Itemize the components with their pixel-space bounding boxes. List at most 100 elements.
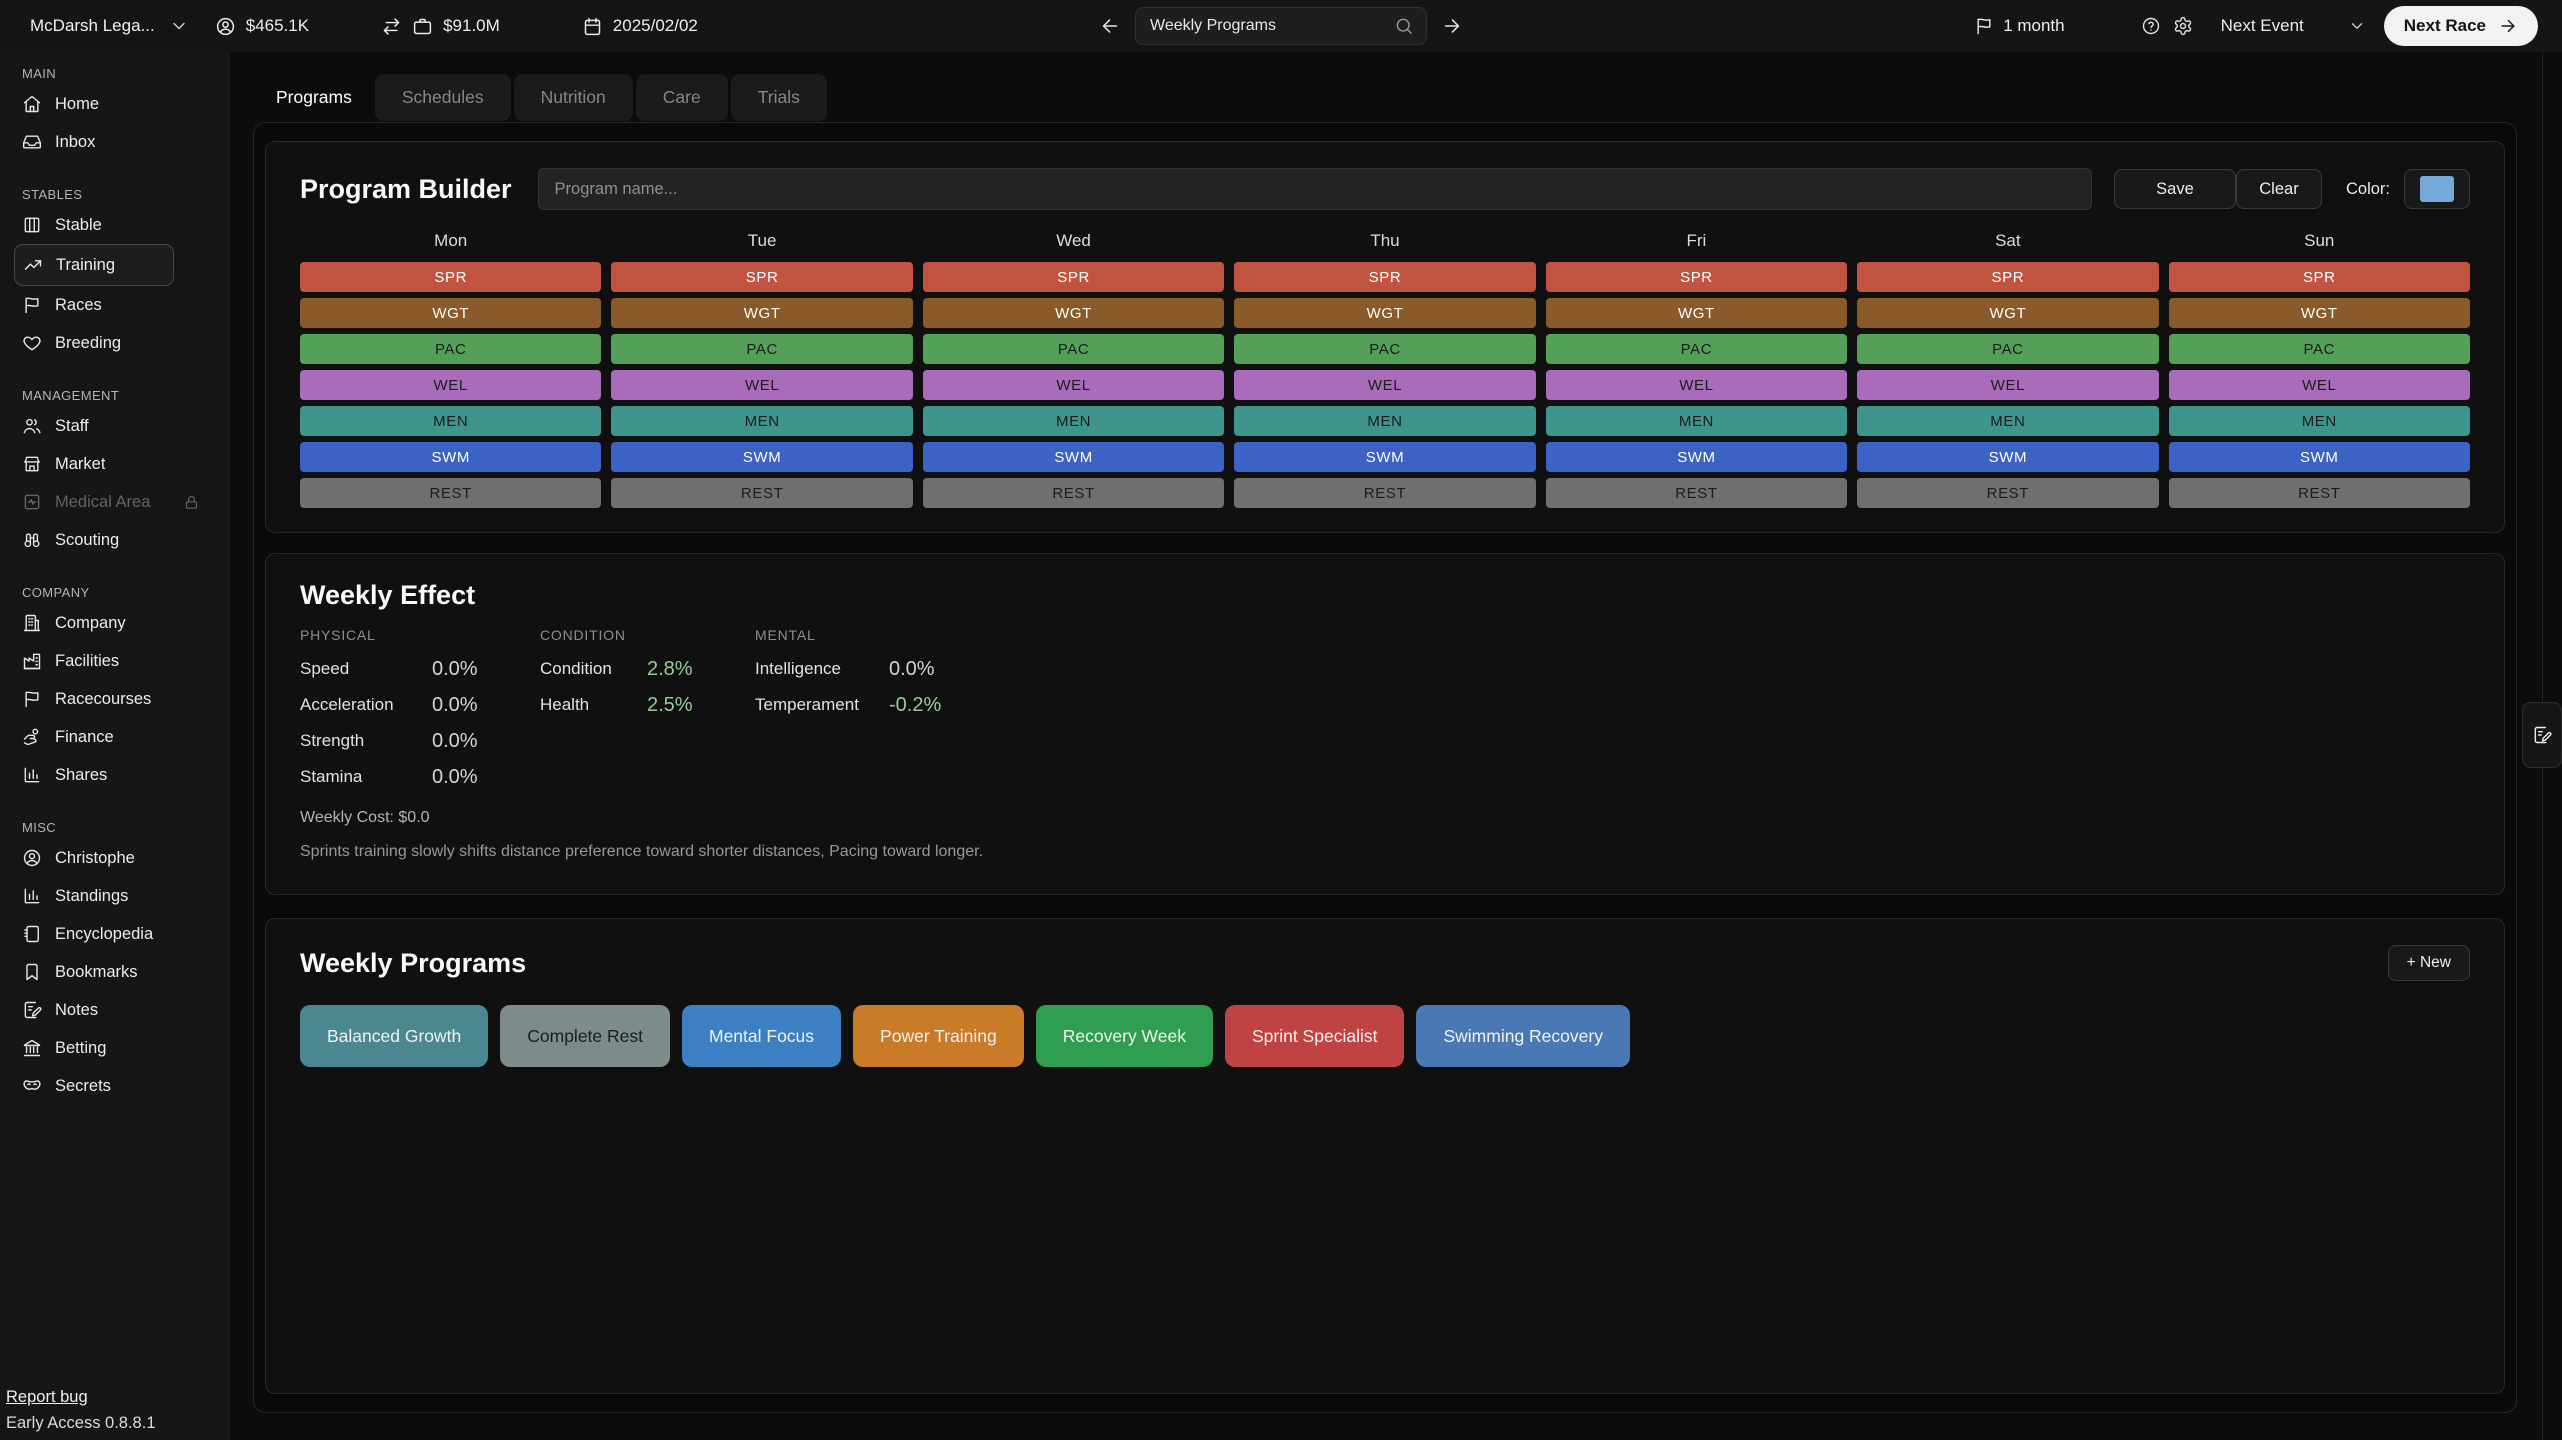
- program-chip-complete-rest[interactable]: Complete Rest: [500, 1005, 670, 1067]
- slot-thu-rest[interactable]: REST: [1234, 478, 1535, 508]
- sidebar-item-racecourses[interactable]: Racecourses: [14, 680, 230, 718]
- program-chip-sprint-specialist[interactable]: Sprint Specialist: [1225, 1005, 1404, 1067]
- slot-fri-men[interactable]: MEN: [1546, 406, 1847, 436]
- slot-thu-pac[interactable]: PAC: [1234, 334, 1535, 364]
- tab-nutrition[interactable]: Nutrition: [514, 74, 633, 121]
- sidebar-item-encyclopedia[interactable]: Encyclopedia: [14, 915, 230, 953]
- slot-tue-wel[interactable]: WEL: [611, 370, 912, 400]
- slot-fri-wel[interactable]: WEL: [1546, 370, 1847, 400]
- slot-sat-swm[interactable]: SWM: [1857, 442, 2158, 472]
- slot-tue-swm[interactable]: SWM: [611, 442, 912, 472]
- sidebar-item-medical-area[interactable]: Medical Area: [14, 483, 230, 521]
- slot-wed-rest[interactable]: REST: [923, 478, 1224, 508]
- program-chip-power-training[interactable]: Power Training: [853, 1005, 1024, 1067]
- sidebar-item-staff[interactable]: Staff: [14, 407, 230, 445]
- tab-care[interactable]: Care: [636, 74, 728, 121]
- slot-sun-swm[interactable]: SWM: [2169, 442, 2470, 472]
- slot-wed-wel[interactable]: WEL: [923, 370, 1224, 400]
- slot-wed-wgt[interactable]: WGT: [923, 298, 1224, 328]
- program-chip-swimming-recovery[interactable]: Swimming Recovery: [1416, 1005, 1629, 1067]
- slot-fri-spr[interactable]: SPR: [1546, 262, 1847, 292]
- save-button[interactable]: Save: [2114, 169, 2236, 209]
- slot-mon-swm[interactable]: SWM: [300, 442, 601, 472]
- tab-trials[interactable]: Trials: [731, 74, 827, 121]
- slot-fri-rest[interactable]: REST: [1546, 478, 1847, 508]
- slot-sat-wgt[interactable]: WGT: [1857, 298, 2158, 328]
- slot-mon-spr[interactable]: SPR: [300, 262, 601, 292]
- sidebar-item-home[interactable]: Home: [14, 85, 230, 123]
- program-chip-balanced-growth[interactable]: Balanced Growth: [300, 1005, 488, 1067]
- slot-sun-spr[interactable]: SPR: [2169, 262, 2470, 292]
- sidebar-item-breeding[interactable]: Breeding: [14, 324, 230, 362]
- help-icon[interactable]: [2141, 16, 2161, 36]
- sidebar-item-market[interactable]: Market: [14, 445, 230, 483]
- next-event-dropdown[interactable]: Next Event: [2221, 16, 2366, 36]
- back-button[interactable]: [1099, 15, 1121, 37]
- settings-gear-icon[interactable]: [2173, 16, 2193, 36]
- slot-sat-men[interactable]: MEN: [1857, 406, 2158, 436]
- notes-drawer-handle[interactable]: [2522, 702, 2562, 768]
- slot-tue-pac[interactable]: PAC: [611, 334, 912, 364]
- slot-thu-swm[interactable]: SWM: [1234, 442, 1535, 472]
- slot-fri-wgt[interactable]: WGT: [1546, 298, 1847, 328]
- stable-select[interactable]: McDarsh Lega...: [30, 16, 189, 36]
- slot-sat-pac[interactable]: PAC: [1857, 334, 2158, 364]
- slot-wed-spr[interactable]: SPR: [923, 262, 1224, 292]
- slot-fri-pac[interactable]: PAC: [1546, 334, 1847, 364]
- slot-mon-men[interactable]: MEN: [300, 406, 601, 436]
- tab-schedules[interactable]: Schedules: [375, 74, 511, 121]
- sidebar-item-stable[interactable]: Stable: [14, 206, 230, 244]
- slot-mon-rest[interactable]: REST: [300, 478, 601, 508]
- program-name-input[interactable]: [538, 168, 2092, 210]
- sidebar-item-bookmarks[interactable]: Bookmarks: [14, 953, 230, 991]
- slot-tue-spr[interactable]: SPR: [611, 262, 912, 292]
- slot-thu-wgt[interactable]: WGT: [1234, 298, 1535, 328]
- slot-sun-wel[interactable]: WEL: [2169, 370, 2470, 400]
- search-input[interactable]: [1148, 16, 1394, 36]
- slot-thu-wel[interactable]: WEL: [1234, 370, 1535, 400]
- sidebar-item-shares[interactable]: Shares: [14, 756, 230, 794]
- sidebar-item-secrets[interactable]: Secrets: [14, 1067, 230, 1105]
- slot-sun-wgt[interactable]: WGT: [2169, 298, 2470, 328]
- sidebar-item-christophe[interactable]: Christophe: [14, 839, 230, 877]
- slot-sat-wel[interactable]: WEL: [1857, 370, 2158, 400]
- sidebar-item-company[interactable]: Company: [14, 604, 230, 642]
- clear-button[interactable]: Clear: [2236, 169, 2322, 209]
- tab-programs[interactable]: Programs: [256, 74, 372, 121]
- slot-mon-pac[interactable]: PAC: [300, 334, 601, 364]
- new-program-button[interactable]: + New: [2388, 945, 2470, 981]
- sidebar-item-betting[interactable]: Betting: [14, 1029, 230, 1067]
- report-bug-link[interactable]: Report bug: [6, 1384, 156, 1410]
- slot-mon-wgt[interactable]: WGT: [300, 298, 601, 328]
- slot-sun-rest[interactable]: REST: [2169, 478, 2470, 508]
- sidebar-item-notes[interactable]: Notes: [14, 991, 230, 1029]
- sidebar-item-inbox[interactable]: Inbox: [14, 123, 230, 161]
- slot-fri-swm[interactable]: SWM: [1546, 442, 1847, 472]
- slot-wed-pac[interactable]: PAC: [923, 334, 1224, 364]
- slot-wed-men[interactable]: MEN: [923, 406, 1224, 436]
- app-root: McDarsh Lega... $465.1K $91.0M 2025/02/0…: [0, 0, 2562, 1440]
- sidebar-item-training[interactable]: Training: [14, 244, 174, 286]
- slot-thu-men[interactable]: MEN: [1234, 406, 1535, 436]
- sidebar-item-scouting[interactable]: Scouting: [14, 521, 230, 559]
- slot-sun-men[interactable]: MEN: [2169, 406, 2470, 436]
- slot-sat-rest[interactable]: REST: [1857, 478, 2158, 508]
- slot-tue-wgt[interactable]: WGT: [611, 298, 912, 328]
- sidebar-item-label: Facilities: [55, 652, 119, 671]
- slot-wed-swm[interactable]: SWM: [923, 442, 1224, 472]
- program-chip-recovery-week[interactable]: Recovery Week: [1036, 1005, 1213, 1067]
- slot-thu-spr[interactable]: SPR: [1234, 262, 1535, 292]
- slot-tue-men[interactable]: MEN: [611, 406, 912, 436]
- slot-tue-rest[interactable]: REST: [611, 478, 912, 508]
- sidebar-item-facilities[interactable]: Facilities: [14, 642, 230, 680]
- slot-mon-wel[interactable]: WEL: [300, 370, 601, 400]
- next-race-button[interactable]: Next Race: [2384, 6, 2538, 46]
- program-chip-mental-focus[interactable]: Mental Focus: [682, 1005, 841, 1067]
- sidebar-item-finance[interactable]: Finance: [14, 718, 230, 756]
- forward-button[interactable]: [1441, 15, 1463, 37]
- sidebar-item-races[interactable]: Races: [14, 286, 230, 324]
- sidebar-item-standings[interactable]: Standings: [14, 877, 230, 915]
- slot-sat-spr[interactable]: SPR: [1857, 262, 2158, 292]
- color-picker-button[interactable]: [2404, 169, 2470, 209]
- slot-sun-pac[interactable]: PAC: [2169, 334, 2470, 364]
